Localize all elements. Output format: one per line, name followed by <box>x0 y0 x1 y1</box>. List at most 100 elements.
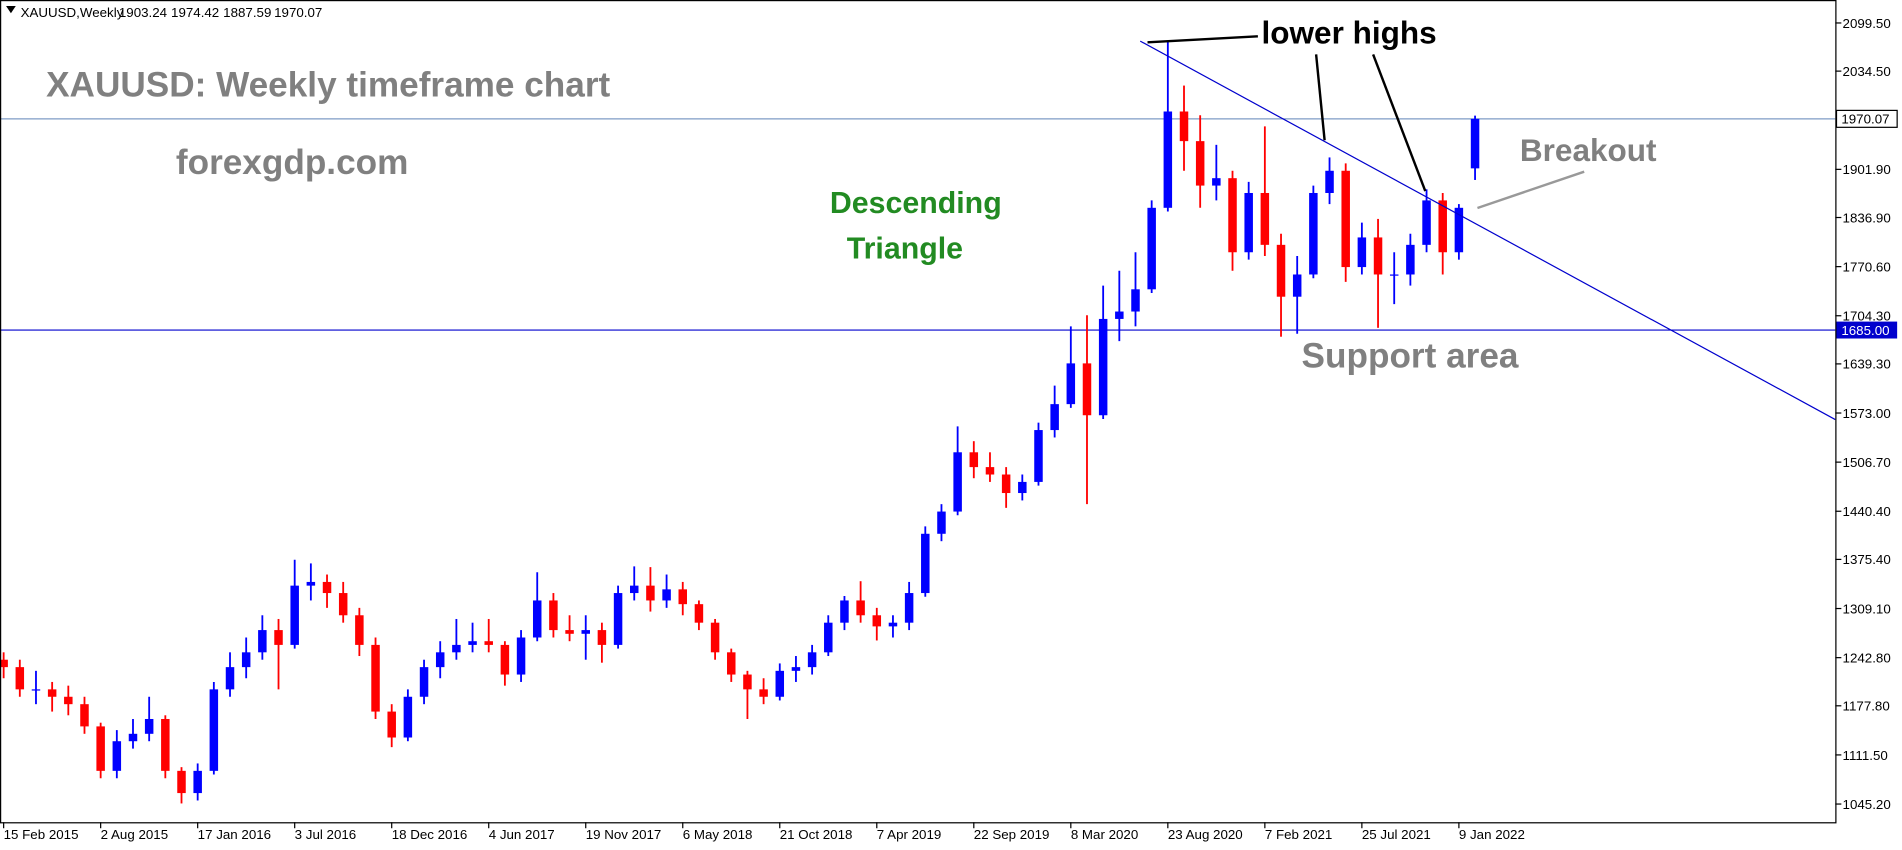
pattern-label: Descending <box>830 187 1002 220</box>
y-tick-label: 1836.90 <box>1843 210 1891 225</box>
candle-body <box>743 674 752 690</box>
y-tick-label: 1440.40 <box>1843 504 1891 519</box>
candles <box>0 41 1480 804</box>
candle-body <box>1098 318 1108 416</box>
y-tick-label: 2034.50 <box>1843 64 1891 79</box>
ohlc-close: 1970.07 <box>274 5 322 20</box>
candle-body <box>64 696 73 705</box>
y-tick-label: 1770.60 <box>1843 259 1891 274</box>
x-tick-label: 8 Mar 2020 <box>1071 827 1138 842</box>
arrow-line <box>1314 54 1326 141</box>
candle-body <box>1147 207 1156 290</box>
candle-body <box>1325 170 1334 193</box>
x-tick-label: 23 Aug 2020 <box>1168 827 1243 842</box>
candle-body <box>1341 170 1350 268</box>
ohlc-high: 1974.42 <box>171 5 219 20</box>
support-price-label: 1685.00 <box>1841 323 1889 338</box>
pattern-label: Triangle <box>847 233 963 266</box>
candle-body <box>403 696 413 738</box>
candle-body <box>209 689 219 771</box>
candle-body <box>500 644 510 675</box>
y-tick-label: 1506.70 <box>1843 455 1891 470</box>
candle-body <box>727 652 736 675</box>
candle-body <box>1357 237 1367 268</box>
arrow-line <box>1371 53 1427 192</box>
x-tick-label: 2 Aug 2015 <box>101 827 168 842</box>
candle-body <box>177 770 186 794</box>
candle-body <box>824 622 833 653</box>
candle-body <box>1163 111 1173 208</box>
x-tick-label: 19 Nov 2017 <box>586 827 662 842</box>
candle-body <box>1018 481 1027 494</box>
candle-body <box>1082 363 1092 416</box>
candle-body <box>710 622 720 653</box>
site-name: forexgdp.com <box>176 143 409 182</box>
candle-body <box>387 711 396 738</box>
candle-body <box>678 589 688 605</box>
arrow-line <box>1147 35 1258 44</box>
candle-body <box>1389 274 1399 276</box>
candle-body <box>419 667 429 697</box>
candle-body <box>969 452 979 468</box>
candle-body <box>1309 192 1318 275</box>
candle-body <box>953 452 962 512</box>
arrow-line <box>1477 170 1585 210</box>
breakout-label: Breakout <box>1520 133 1657 168</box>
y-tick-label: 1045.20 <box>1843 797 1891 812</box>
candle-body <box>791 667 801 671</box>
candle-body <box>338 593 348 616</box>
candle-body <box>1454 207 1464 253</box>
y-tick-label: 1573.00 <box>1843 406 1891 421</box>
trendline <box>1139 40 1836 421</box>
x-tick-label: 25 Jul 2021 <box>1362 827 1431 842</box>
x-tick-label: 6 May 2018 <box>683 827 753 842</box>
candle-body <box>1422 200 1431 245</box>
candle-body <box>581 630 590 634</box>
candle-body <box>921 533 930 594</box>
candle-body <box>1195 141 1205 186</box>
candle-body <box>484 641 493 645</box>
candle-body <box>1292 274 1302 297</box>
candle-body <box>888 622 898 627</box>
candle-body <box>549 600 558 631</box>
candle-body <box>1438 200 1447 253</box>
candle-body <box>452 644 461 653</box>
candle-body <box>1276 244 1286 297</box>
ohlc-low: 1887.59 <box>223 5 271 20</box>
candle-body <box>759 689 768 697</box>
candle-body <box>0 659 8 668</box>
candle-body <box>1050 404 1059 431</box>
candle-body <box>807 652 817 668</box>
y-tick-label: 1704.30 <box>1843 309 1891 324</box>
y-tick-label: 1242.80 <box>1843 651 1891 666</box>
candle-body <box>1228 178 1237 253</box>
candle-body <box>1470 118 1480 169</box>
candle-body <box>630 585 639 594</box>
candle-body <box>128 733 138 742</box>
axes: 2099.50 2034.50 1901.90 1836.90 1770.60 1704.… <box>3 16 1898 842</box>
x-tick-label: 18 Dec 2016 <box>392 827 468 842</box>
candle-body <box>435 652 445 668</box>
candle-body <box>371 644 380 712</box>
candle-body <box>1260 192 1270 245</box>
candle-body <box>1179 111 1189 142</box>
candle-body <box>1406 244 1415 275</box>
candle-body <box>468 641 477 645</box>
y-tick-label: 1375.40 <box>1843 552 1891 567</box>
candle-body <box>1212 178 1221 186</box>
candle-body <box>532 600 542 638</box>
y-tick-label: 1309.10 <box>1843 601 1891 616</box>
support-price-box <box>1836 321 1898 339</box>
candle-body <box>1066 363 1076 405</box>
support-label: Support area <box>1302 337 1519 376</box>
lower-highs-label: lower highs <box>1262 16 1437 51</box>
candle-body <box>597 630 607 645</box>
x-tick-label: 22 Sep 2019 <box>974 827 1050 842</box>
candle-body <box>161 718 170 771</box>
candle-body <box>985 467 995 475</box>
candle-body <box>112 741 122 771</box>
x-tick-label: 7 Feb 2021 <box>1265 827 1332 842</box>
candle-body <box>15 667 25 690</box>
